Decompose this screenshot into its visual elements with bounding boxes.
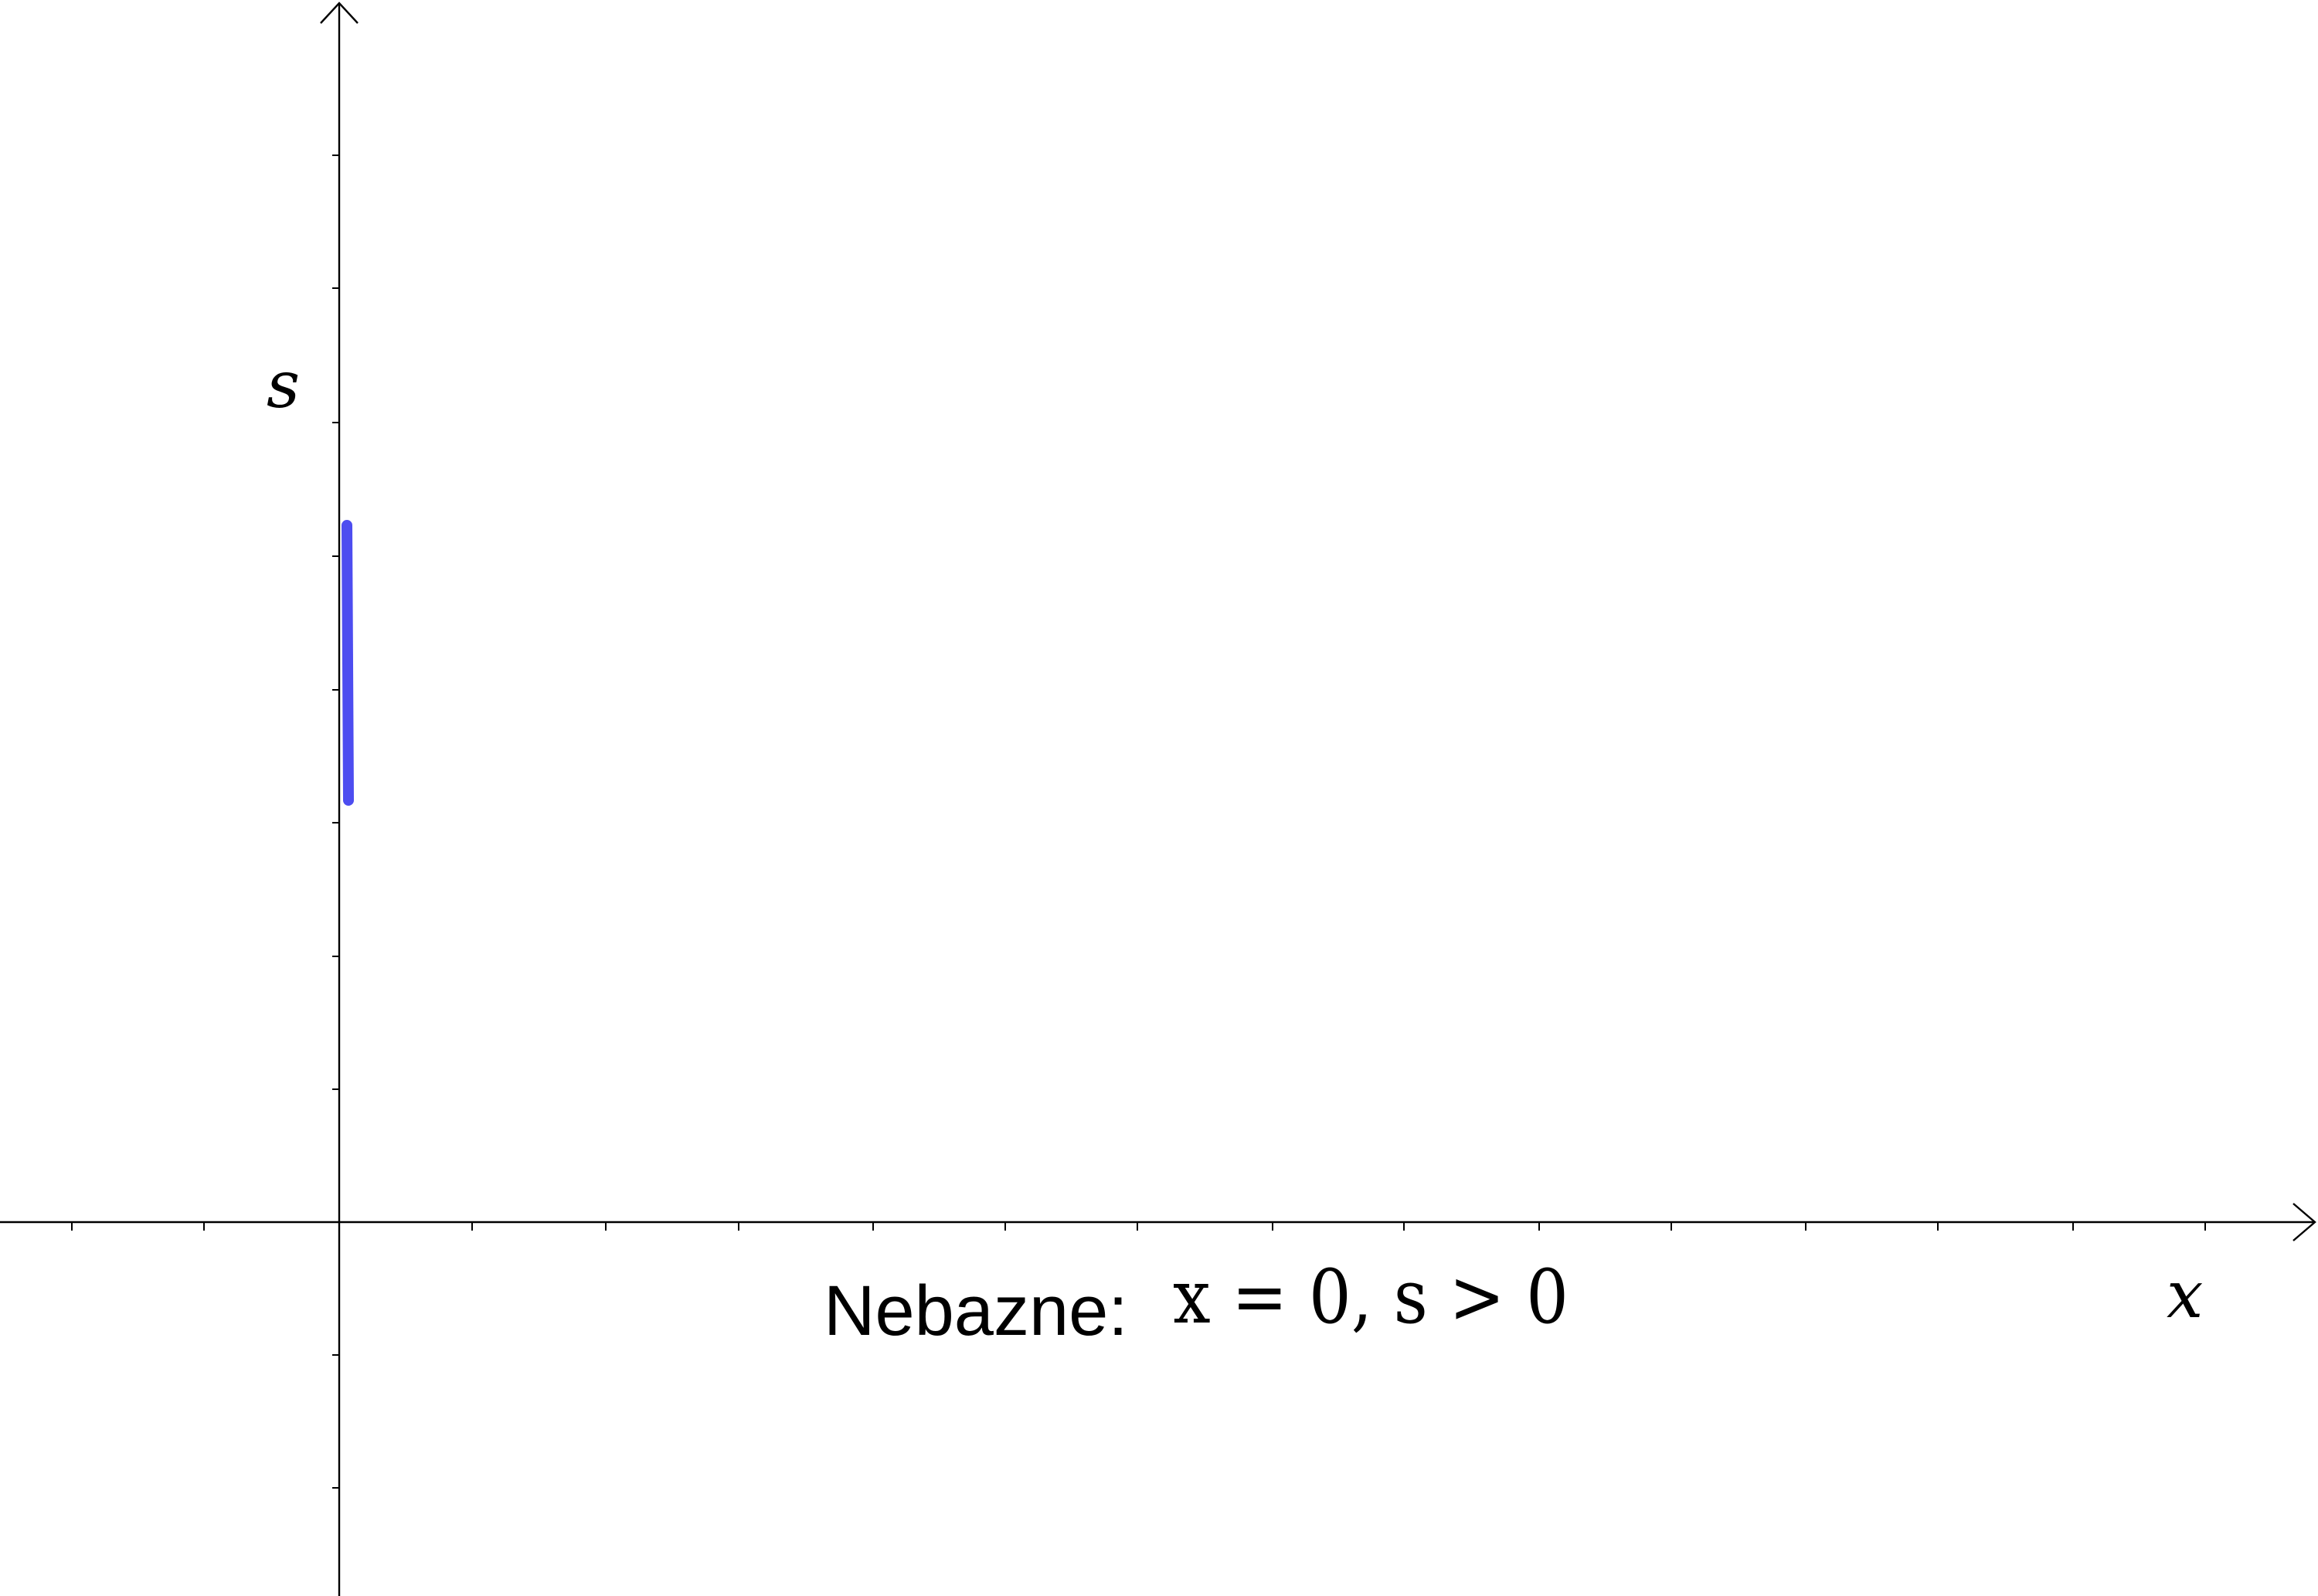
y-axis-ticks [332, 155, 339, 1489]
y-axis-arrow [320, 2, 359, 24]
feasible-segment [342, 520, 354, 806]
x-axis-label: x [2167, 1257, 2203, 1333]
x-axis-ticks [71, 1222, 2206, 1231]
x-axis-arrow [2293, 1203, 2316, 1241]
caption-label: Nebazne: [824, 1272, 1128, 1350]
caption-math: x = 0, s > 0 [1173, 1254, 1569, 1340]
y-axis-label: s [267, 347, 300, 423]
